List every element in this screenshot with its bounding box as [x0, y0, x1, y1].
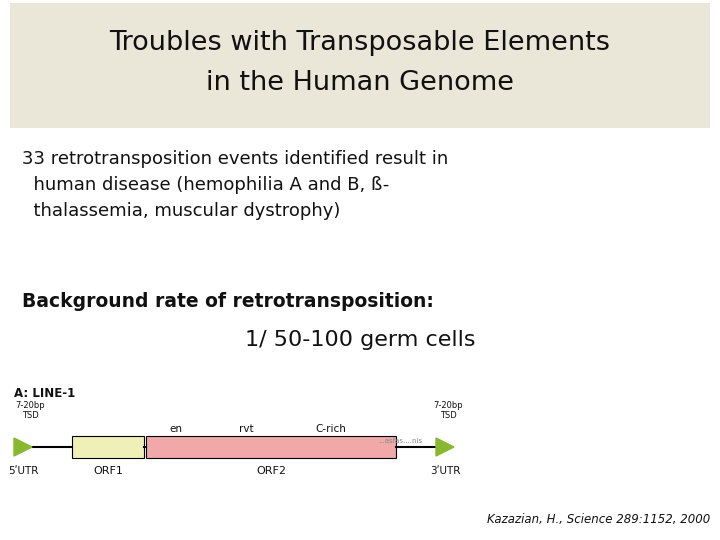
Text: ORF1: ORF1 — [93, 466, 123, 476]
Polygon shape — [14, 438, 32, 456]
Text: rvt: rvt — [239, 424, 253, 434]
Text: A: LINE-1: A: LINE-1 — [14, 387, 76, 400]
Text: thalassemia, muscular dystrophy): thalassemia, muscular dystrophy) — [22, 202, 341, 220]
Text: 3ʹUTR: 3ʹUTR — [430, 466, 460, 476]
Text: ORF2: ORF2 — [256, 466, 286, 476]
Text: en: en — [169, 424, 182, 434]
Text: human disease (hemophilia A and B, ß-: human disease (hemophilia A and B, ß- — [22, 176, 390, 194]
Text: 7-20bp
TSD: 7-20bp TSD — [433, 401, 463, 420]
Bar — [10, 3, 710, 128]
Text: ...asfas....nis: ...asfas....nis — [378, 438, 422, 444]
Bar — [72, 436, 144, 458]
Text: C-rich: C-rich — [315, 424, 346, 434]
Text: Troubles with Transposable Elements: Troubles with Transposable Elements — [109, 30, 611, 57]
Text: in the Human Genome: in the Human Genome — [206, 71, 514, 97]
Polygon shape — [436, 438, 454, 456]
Text: 7-20bp
TSD: 7-20bp TSD — [15, 401, 45, 420]
Text: 1/ 50-100 germ cells: 1/ 50-100 germ cells — [245, 330, 475, 350]
Text: Kazazian, H., Science 289:1152, 2000: Kazazian, H., Science 289:1152, 2000 — [487, 513, 710, 526]
Text: 5ʹUTR: 5ʹUTR — [8, 466, 38, 476]
Bar — [146, 436, 396, 458]
Text: 33 retrotransposition events identified result in: 33 retrotransposition events identified … — [22, 150, 449, 168]
Text: Background rate of retrotransposition:: Background rate of retrotransposition: — [22, 292, 434, 311]
